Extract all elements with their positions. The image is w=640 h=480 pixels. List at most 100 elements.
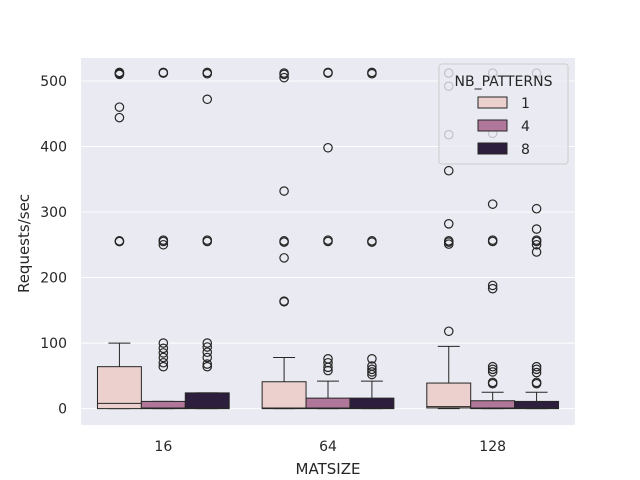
outlier-point	[158, 239, 169, 250]
outlier-point	[158, 361, 169, 372]
outlier-point	[114, 236, 125, 246]
legend-swatch-4	[477, 119, 508, 132]
outlier-point	[202, 359, 213, 369]
legend-frame	[438, 63, 569, 165]
x-axis-ticks: 16 64 128	[154, 439, 506, 455]
legend-swatch-8	[477, 142, 508, 155]
box-body	[426, 382, 472, 409]
outlier-point	[279, 253, 289, 263]
legend: NB_PATTERNS 1 4 8	[438, 63, 569, 165]
outlier-point	[114, 67, 125, 78]
outlier-point	[487, 367, 498, 377]
outlier-point	[279, 186, 289, 196]
outlier-point	[487, 377, 498, 388]
outlier-point	[367, 364, 377, 375]
box-1-64	[261, 68, 307, 410]
outlier-point	[367, 67, 377, 78]
outlier-point	[367, 361, 377, 371]
outlier-point	[323, 67, 333, 78]
y-axis-label: Requests/sec	[15, 194, 33, 293]
y-tick-label-200: 200	[40, 271, 67, 287]
outlier-point	[279, 296, 289, 306]
legend-entry-1: 1	[477, 96, 530, 112]
box-1-128	[426, 68, 472, 410]
outlier-point	[202, 347, 213, 358]
box-body	[470, 400, 516, 410]
outlier-point	[531, 235, 542, 245]
outlier-point	[279, 68, 289, 78]
outlier-point	[443, 236, 454, 246]
outlier-point	[531, 367, 542, 378]
outlier-point	[158, 352, 169, 363]
outlier-point	[158, 343, 169, 354]
box-4-16	[140, 67, 186, 410]
box-8-16	[184, 67, 230, 410]
outlier-point	[279, 236, 289, 246]
outlier-point	[202, 352, 213, 363]
outlier-point	[531, 203, 542, 214]
outlier-point	[487, 361, 498, 372]
outlier-point	[202, 361, 213, 372]
outlier-point	[487, 199, 498, 209]
x-tick-label-16: 16	[154, 439, 172, 455]
y-tick-label-300: 300	[40, 205, 67, 221]
legend-entry-8: 8	[477, 142, 530, 158]
outlier-point	[487, 364, 498, 375]
outlier-point	[531, 224, 542, 234]
box-body	[261, 381, 307, 410]
outlier-point	[531, 247, 542, 257]
outlier-point	[487, 280, 498, 291]
legend-entry-4: 4	[477, 119, 530, 135]
outlier-point	[367, 236, 377, 246]
box-series	[96, 67, 560, 410]
outlier-point	[531, 377, 542, 388]
y-tick-label-0: 0	[58, 402, 67, 418]
outlier-point	[202, 94, 213, 105]
box-8-64	[349, 67, 395, 410]
outlier-point	[279, 72, 289, 83]
box-body	[96, 366, 142, 410]
outlier-point	[487, 235, 498, 245]
y-tick-label-400: 400	[40, 139, 67, 155]
outlier-point	[531, 239, 542, 250]
legend-entries: 1 4 8	[477, 96, 530, 158]
legend-label-1: 1	[521, 96, 530, 112]
series-8	[184, 67, 560, 410]
x-tick-label-128: 128	[479, 439, 506, 455]
box-body	[305, 397, 351, 410]
x-axis-label: MATSIZE	[296, 460, 361, 478]
outlier-point	[367, 354, 377, 364]
outlier-point	[487, 283, 498, 294]
legend-title: NB_PATTERNS	[455, 74, 553, 90]
series-1	[96, 67, 472, 410]
outlier-point	[443, 326, 454, 337]
outlier-point	[531, 361, 542, 372]
outlier-point	[323, 354, 333, 364]
outlier-point	[323, 142, 333, 153]
outlier-point	[158, 67, 169, 78]
outlier-point	[114, 102, 125, 112]
outlier-point	[443, 219, 454, 229]
y-tick-label-100: 100	[40, 336, 67, 352]
outlier-point	[202, 235, 213, 245]
box-body	[514, 400, 560, 410]
outlier-point	[202, 342, 213, 352]
outlier-point	[367, 367, 377, 377]
outlier-point	[443, 165, 454, 176]
y-axis-ticks: 0 100 200 300 400 500	[40, 74, 67, 418]
outlier-point	[323, 357, 333, 368]
box-1-16	[96, 67, 142, 410]
box-body	[349, 397, 395, 410]
outlier-point	[531, 364, 542, 375]
outlier-point	[202, 67, 213, 78]
legend-label-8: 8	[521, 142, 530, 158]
outlier-point	[323, 235, 333, 245]
outlier-point	[158, 235, 169, 245]
outlier-point	[114, 112, 125, 123]
outlier-point	[158, 357, 169, 368]
box-4-64	[305, 67, 351, 410]
x-tick-label-64: 64	[319, 439, 337, 455]
legend-label-4: 4	[521, 119, 530, 135]
outlier-point	[158, 348, 169, 358]
